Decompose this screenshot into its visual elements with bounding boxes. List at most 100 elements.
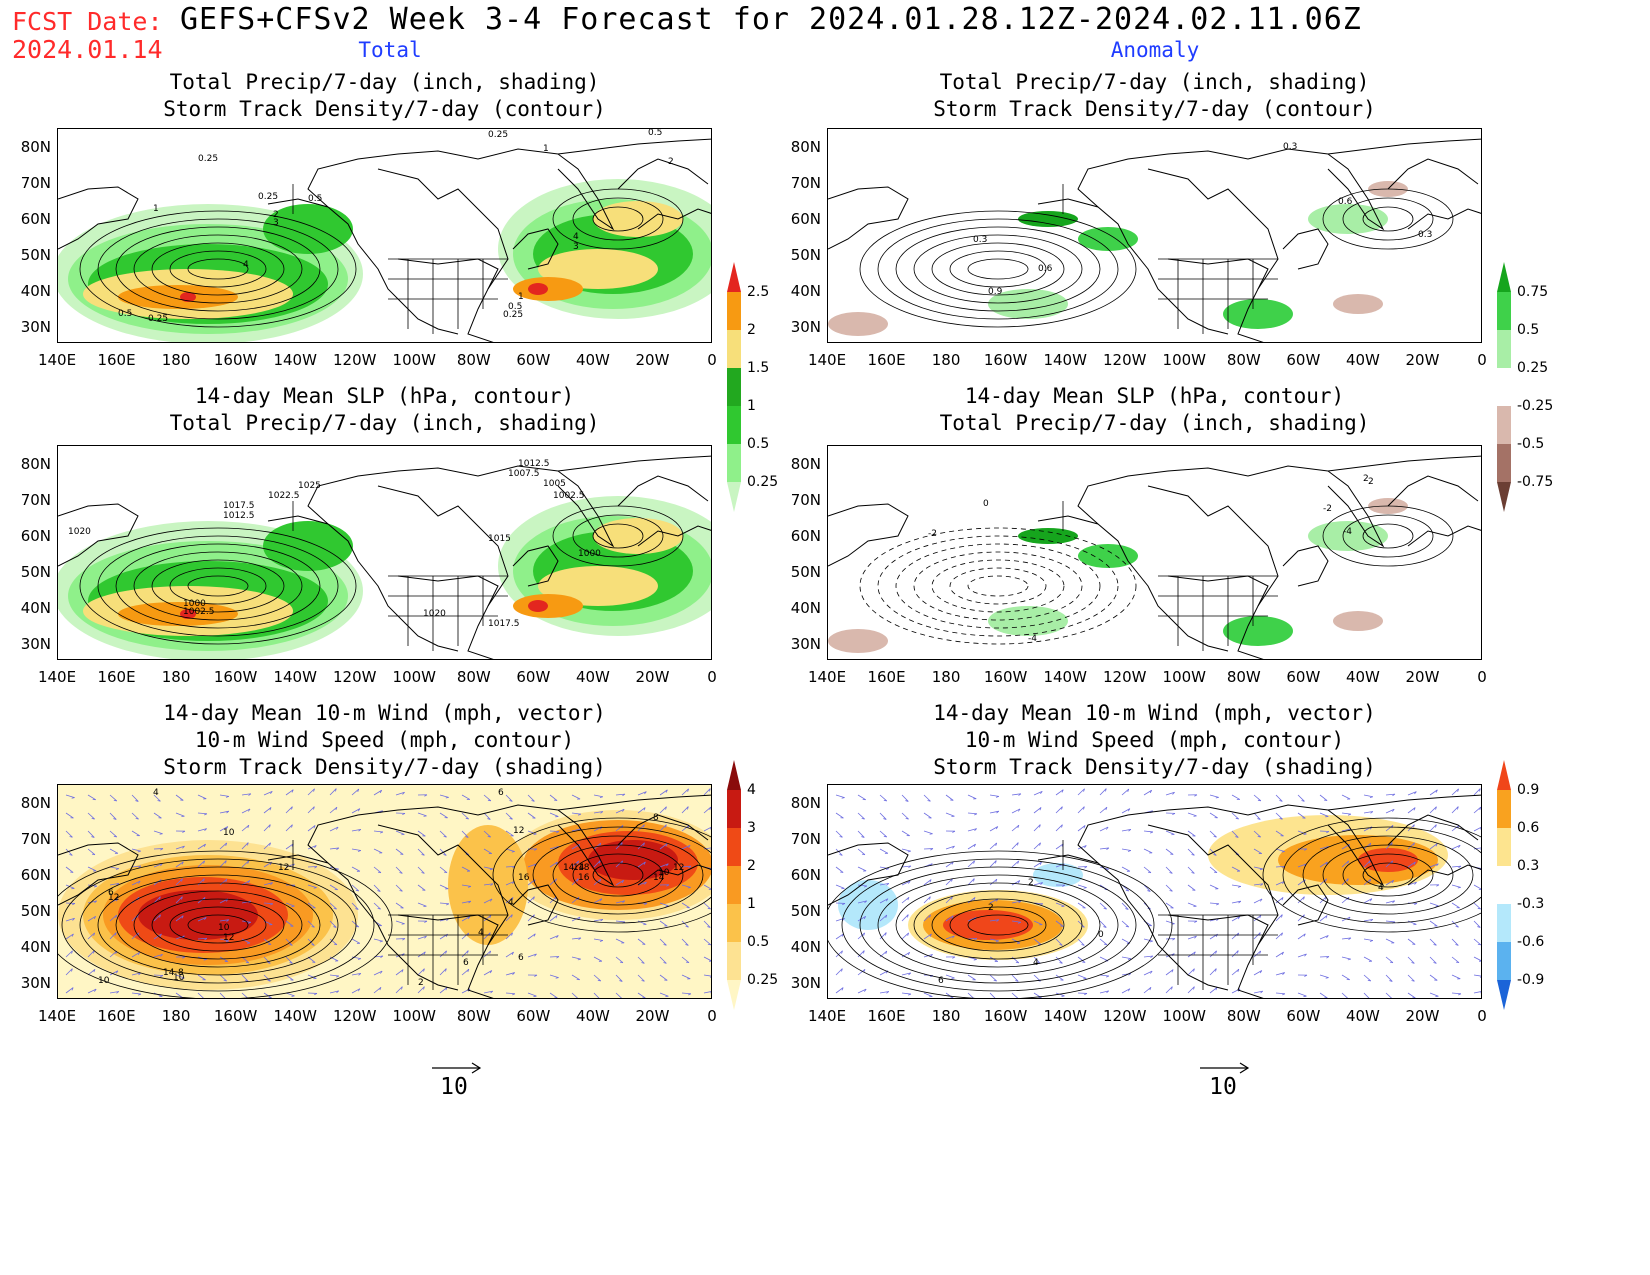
lat-tick-label: 40N xyxy=(20,282,51,300)
colorbar-tick-label: 0.5 xyxy=(1517,322,1540,338)
contour-label: 1002.5 xyxy=(553,491,585,501)
lon-tick-label: 40W xyxy=(575,351,610,369)
lon-tick-label: 100W xyxy=(392,668,436,686)
lat-tick-label: 50N xyxy=(790,902,821,920)
lon-tick-label: 160E xyxy=(97,1007,136,1025)
lat-tick-label: 30N xyxy=(790,974,821,992)
contour-label: 10 xyxy=(223,828,235,838)
lon-tick-label: 140W xyxy=(273,351,317,369)
lat-tick-label: 80N xyxy=(20,794,51,812)
lon-tick-label: 160W xyxy=(213,351,258,369)
panel-title-line: 10-m Wind Speed (mph, contour) xyxy=(964,728,1345,752)
contour-label: 0.5 xyxy=(508,302,522,312)
contour-label: 1000 xyxy=(578,549,601,559)
contour-label: 1 xyxy=(518,292,524,302)
colorbar-tick-label: 1 xyxy=(747,398,756,414)
contour-label: 3 xyxy=(273,218,279,228)
contour-label: 2 xyxy=(418,978,424,988)
contour-label: 14 xyxy=(653,873,665,883)
lon-tick-label: 180 xyxy=(161,351,191,369)
contour-label: 0.25 xyxy=(148,314,168,324)
contour-label: 12 xyxy=(278,863,289,873)
lon-tick-label: 80W xyxy=(456,1007,491,1025)
panel-title-line: Total Precip/7-day (inch, shading) xyxy=(939,411,1370,435)
contour-label: 1 xyxy=(543,144,549,154)
lon-tick-label: 80W xyxy=(1226,1007,1261,1025)
reference-arrow-icon xyxy=(1200,1062,1250,1074)
contour-label: 0.25 xyxy=(198,154,218,164)
reference-vector-label-left: 10 xyxy=(440,1074,468,1100)
lon-tick-label: 40W xyxy=(1345,351,1380,369)
lat-tick-label: 60N xyxy=(790,866,821,884)
contour-label: 10 xyxy=(218,923,230,933)
contour-label: 0.25 xyxy=(503,310,523,320)
shading-positive xyxy=(943,910,1033,940)
shading-dry xyxy=(828,629,888,653)
colorbar-tick-label: -0.6 xyxy=(1517,934,1545,950)
contour-label: 18 xyxy=(578,863,590,873)
colorbar-tick-label: 0.25 xyxy=(747,474,779,490)
colorbar-tick-label: 0.5 xyxy=(747,934,770,950)
lat-tick-label: 70N xyxy=(20,830,51,848)
lon-tick-label: 100W xyxy=(392,1007,436,1025)
colorbar-tick-label: -0.75 xyxy=(1517,474,1554,490)
coastlines xyxy=(58,794,711,998)
lon-tick-label: 20W xyxy=(635,351,670,369)
contour-label: 16 xyxy=(578,873,590,883)
lon-tick-label: 140E xyxy=(807,351,847,369)
contour-label: 0.5 xyxy=(648,129,662,138)
contour-label: 4 xyxy=(508,898,514,908)
lon-tick-label: 20W xyxy=(635,1007,670,1025)
colorbar-tick-label: 0.25 xyxy=(1517,360,1549,376)
map-canvas: 2 0 -2 -4 -4 -2 2 xyxy=(828,455,1481,659)
lon-tick-label: 40W xyxy=(1345,1007,1380,1025)
colorbar-tick-label: 2 xyxy=(747,858,756,874)
contour-label: -2 xyxy=(928,529,937,539)
contour-label: 1017.5 xyxy=(488,619,520,629)
contour-label: 1012.5 xyxy=(223,511,255,521)
contour-label: -2 xyxy=(1323,504,1332,514)
lon-tick-label: 160E xyxy=(867,351,906,369)
lat-tick-label: 70N xyxy=(790,174,821,192)
contour-lines xyxy=(828,817,1481,998)
colorbar-tick-label: 1 xyxy=(747,896,756,912)
lon-tick-label: 160E xyxy=(867,668,906,686)
fcst-date-value: 2024.01.14 xyxy=(12,35,163,64)
panel-title-line: 14-day Mean SLP (hPa, contour) xyxy=(194,384,575,408)
lon-tick-label: 20W xyxy=(1405,668,1440,686)
contour-label: 2 xyxy=(668,157,674,167)
contour-label: 0.25 xyxy=(488,130,508,140)
contour-label: 1022.5 xyxy=(268,491,300,501)
lon-tick-label: 140E xyxy=(807,668,847,686)
lat-tick-label: 50N xyxy=(790,246,821,264)
coastlines xyxy=(828,455,1481,659)
lon-tick-label: 60W xyxy=(1286,668,1321,686)
colorbar-tick-label: 0.25 xyxy=(747,972,779,988)
lat-tick-label: 60N xyxy=(20,527,51,545)
lon-tick-label: 140W xyxy=(1043,351,1087,369)
map-canvas: 0.3 0.6 0.9 0.3 0.6 0.3 xyxy=(828,138,1481,342)
colorbar-tick-label: -0.25 xyxy=(1517,398,1554,414)
colorbar-tick-label: 0.9 xyxy=(1517,782,1540,798)
lon-tick-label: 60W xyxy=(1286,351,1321,369)
shading-wet xyxy=(1078,544,1138,568)
lon-tick-label: 180 xyxy=(161,668,191,686)
lon-tick-label: 60W xyxy=(516,351,551,369)
lon-tick-label: 100W xyxy=(1162,1007,1206,1025)
contour-lines xyxy=(79,188,684,328)
lon-tick-label: 120W xyxy=(1102,668,1147,686)
shading-wet xyxy=(1018,528,1078,544)
lon-tick-label: 80W xyxy=(1226,668,1261,686)
map-panel-total-slp-precip: 1012.5 1007.5 1005 1002.5 1025 1022.5 1017.5 10… xyxy=(57,445,712,660)
lat-tick-label: 60N xyxy=(20,210,51,228)
lon-tick-label: 140W xyxy=(1043,1007,1087,1025)
panel-title-line: Storm Track Density/7-day (shading) xyxy=(163,755,606,779)
lat-tick-label: 50N xyxy=(20,246,51,264)
shading-red xyxy=(528,283,548,295)
lat-tick-label: 70N xyxy=(20,491,51,509)
lon-tick-label: 40W xyxy=(575,1007,610,1025)
lat-tick-label: 70N xyxy=(790,491,821,509)
lon-tick-label: 140E xyxy=(807,1007,847,1025)
lon-tick-label: 160W xyxy=(213,1007,258,1025)
